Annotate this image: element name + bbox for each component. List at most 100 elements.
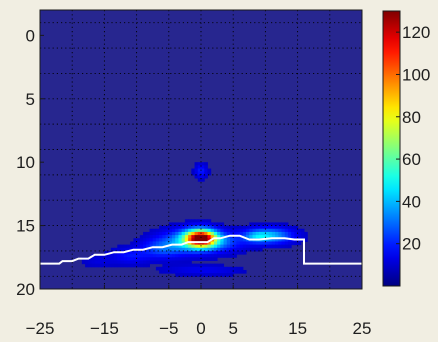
heat-cell: [239, 266, 244, 271]
heat-cell: [194, 171, 199, 176]
heat-cell: [213, 235, 218, 239]
heat-cell: [162, 228, 167, 233]
heat-cell: [287, 225, 292, 230]
heat-cell: [220, 266, 225, 271]
heat-cell: [175, 235, 179, 239]
heat-cell: [210, 250, 215, 255]
heat-cell: [233, 244, 237, 249]
heat-cell: [191, 254, 196, 258]
heat-cell: [233, 250, 237, 255]
heat-cell: [155, 250, 160, 255]
heat-cell: [146, 231, 150, 236]
heat-cell: [204, 269, 208, 274]
heat-cell: [268, 228, 273, 233]
heat-cell: [204, 228, 208, 233]
heat-cell: [201, 162, 205, 166]
x-tick-label: −25: [26, 319, 55, 338]
heat-cell: [194, 257, 199, 261]
heat-cell: [184, 219, 189, 223]
heat-cell: [126, 257, 131, 261]
heat-cell: [249, 225, 254, 230]
heat-cell: [249, 222, 254, 227]
heat-cell: [268, 225, 273, 230]
heat-cell: [210, 235, 215, 239]
heat-cell: [210, 263, 215, 268]
heat-cell: [136, 244, 141, 249]
heat-cell: [191, 269, 196, 274]
heat-cell: [168, 244, 173, 249]
heat-cell: [220, 247, 225, 252]
heat-cell: [265, 241, 270, 246]
heat-cell: [162, 250, 167, 255]
heat-cell: [130, 254, 134, 258]
heat-cell: [252, 222, 257, 227]
heat-cell: [304, 231, 308, 236]
heat-cell: [201, 231, 205, 236]
heat-cell: [184, 235, 189, 239]
heat-cell: [210, 247, 215, 252]
heat-cell: [220, 244, 225, 249]
heat-cell: [107, 257, 112, 261]
heat-cell: [172, 241, 176, 246]
heat-cell: [197, 254, 202, 258]
heat-cell: [207, 263, 212, 268]
heat-cell: [204, 231, 208, 236]
heat-cell: [249, 231, 254, 236]
heat-cell: [239, 228, 244, 233]
heat-cell: [223, 231, 228, 236]
heat-cell: [97, 260, 102, 265]
heat-cell: [159, 260, 163, 265]
heat-cell: [175, 231, 179, 236]
heat-cell: [213, 241, 218, 246]
heat-cell: [255, 235, 260, 239]
heat-cell: [107, 254, 112, 258]
heat-cell: [139, 260, 144, 265]
heat-cell: [242, 241, 247, 246]
heat-cell: [252, 225, 257, 230]
heat-cell: [249, 235, 254, 239]
heat-cell: [255, 222, 260, 227]
heat-cell: [268, 241, 273, 246]
heat-cell: [165, 238, 170, 242]
heat-cell: [130, 241, 134, 246]
heat-cell: [223, 244, 228, 249]
heat-cell: [168, 228, 173, 233]
heat-cell: [168, 225, 173, 230]
heat-cell: [233, 225, 237, 230]
heat-cell: [123, 250, 128, 255]
heat-cell: [159, 225, 163, 230]
heat-cell: [162, 260, 167, 265]
heat-cell: [152, 260, 157, 265]
heat-cell: [265, 228, 270, 233]
colorbar-tick-label: 60: [402, 150, 421, 169]
heat-cell: [162, 231, 167, 236]
heat-cell: [220, 263, 225, 268]
heat-cell: [262, 222, 266, 227]
heat-cell: [181, 244, 186, 249]
heat-cell: [213, 222, 218, 227]
heat-cell: [146, 238, 150, 242]
heat-cell: [204, 241, 208, 246]
heat-cell: [223, 228, 228, 233]
heat-cell: [88, 257, 93, 261]
heat-cell: [239, 231, 244, 236]
heat-cell: [172, 225, 176, 230]
heat-cell: [223, 254, 228, 258]
colorbar-tick-label: 100: [402, 65, 430, 84]
heat-cell: [184, 225, 189, 230]
y-tick-label: 20: [16, 280, 35, 299]
heat-cell: [172, 238, 176, 242]
heat-cell: [201, 238, 205, 242]
heat-cell: [204, 254, 208, 258]
heat-cell: [197, 171, 202, 176]
heat-cell: [110, 260, 115, 265]
heat-cell: [271, 244, 276, 249]
heat-cell: [217, 225, 221, 230]
heat-cell: [210, 231, 215, 236]
heat-cell: [91, 263, 96, 268]
heat-cell: [162, 235, 167, 239]
heat-cell: [123, 257, 128, 261]
heat-cell: [85, 260, 89, 265]
heat-cell: [291, 228, 295, 233]
heat-cell: [94, 257, 99, 261]
